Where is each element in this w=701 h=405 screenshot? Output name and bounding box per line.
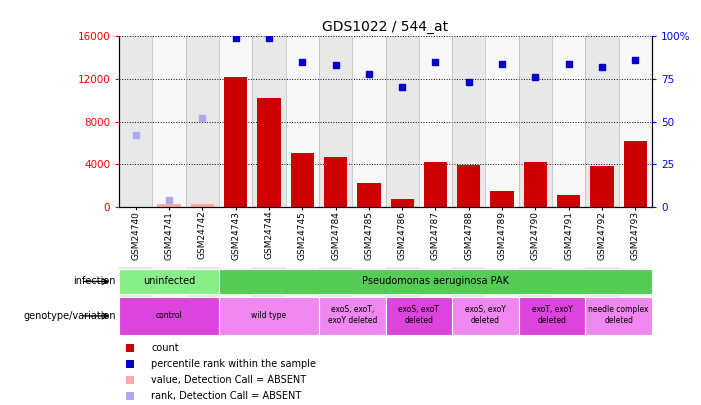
- Bar: [286, 267, 319, 296]
- Bar: [519, 297, 585, 335]
- Bar: [619, 36, 652, 207]
- Bar: [452, 36, 486, 207]
- Bar: [619, 267, 652, 296]
- Bar: [219, 296, 252, 336]
- Bar: [252, 36, 286, 207]
- Bar: [386, 297, 452, 335]
- Bar: [419, 296, 452, 336]
- Text: value, Detection Call = ABSENT: value, Detection Call = ABSENT: [151, 375, 306, 385]
- Bar: [353, 296, 386, 336]
- Bar: [186, 296, 219, 336]
- Bar: [519, 296, 552, 336]
- Bar: [619, 296, 652, 336]
- Bar: [119, 267, 153, 296]
- Bar: [624, 141, 647, 207]
- Bar: [486, 296, 519, 336]
- Bar: [419, 36, 452, 207]
- Bar: [119, 296, 153, 336]
- Bar: [219, 267, 252, 296]
- Bar: [119, 269, 219, 294]
- Bar: [552, 267, 585, 296]
- Bar: [386, 267, 419, 296]
- Bar: [457, 165, 480, 207]
- Bar: [153, 296, 186, 336]
- Bar: [319, 267, 353, 296]
- Text: Pseudomonas aeruginosa PAK: Pseudomonas aeruginosa PAK: [362, 276, 509, 286]
- Bar: [552, 296, 585, 336]
- Bar: [153, 36, 186, 207]
- Bar: [358, 183, 381, 207]
- Text: rank, Detection Call = ABSENT: rank, Detection Call = ABSENT: [151, 391, 301, 401]
- Bar: [386, 36, 419, 207]
- Bar: [324, 157, 347, 207]
- Bar: [219, 269, 652, 294]
- Bar: [590, 166, 613, 207]
- Bar: [486, 267, 519, 296]
- Bar: [219, 297, 319, 335]
- Text: uninfected: uninfected: [143, 276, 196, 286]
- Text: genotype/variation: genotype/variation: [23, 311, 116, 321]
- Text: percentile rank within the sample: percentile rank within the sample: [151, 359, 316, 369]
- Bar: [386, 296, 419, 336]
- Bar: [585, 36, 619, 207]
- Bar: [252, 267, 286, 296]
- Bar: [519, 36, 552, 207]
- Bar: [291, 153, 314, 207]
- Bar: [552, 36, 585, 207]
- Bar: [353, 267, 386, 296]
- Bar: [319, 297, 386, 335]
- Text: exoT, exoY
deleted: exoT, exoY deleted: [531, 305, 573, 325]
- Bar: [585, 296, 619, 336]
- Text: control: control: [156, 311, 182, 320]
- Title: GDS1022 / 544_at: GDS1022 / 544_at: [322, 20, 449, 34]
- Bar: [158, 205, 181, 207]
- Bar: [191, 205, 214, 207]
- Text: needle complex
deleted: needle complex deleted: [588, 305, 649, 325]
- Bar: [585, 267, 619, 296]
- Bar: [186, 36, 219, 207]
- Bar: [491, 191, 514, 207]
- Text: exoS, exoT
deleted: exoS, exoT deleted: [398, 305, 440, 325]
- Text: exoS, exoY
deleted: exoS, exoY deleted: [465, 305, 506, 325]
- Bar: [519, 267, 552, 296]
- Text: infection: infection: [73, 277, 116, 286]
- Bar: [486, 36, 519, 207]
- Bar: [153, 267, 186, 296]
- Bar: [219, 36, 252, 207]
- Bar: [186, 267, 219, 296]
- Bar: [585, 297, 652, 335]
- Bar: [286, 296, 319, 336]
- Bar: [119, 36, 153, 207]
- Bar: [452, 296, 486, 336]
- Bar: [353, 36, 386, 207]
- Bar: [224, 77, 247, 207]
- Bar: [424, 162, 447, 207]
- Bar: [419, 267, 452, 296]
- Text: exoS, exoT,
exoY deleted: exoS, exoT, exoY deleted: [327, 305, 377, 325]
- Bar: [452, 267, 486, 296]
- Text: count: count: [151, 343, 179, 353]
- Bar: [390, 199, 414, 207]
- Bar: [119, 297, 219, 335]
- Text: wild type: wild type: [252, 311, 287, 320]
- Bar: [319, 296, 353, 336]
- Bar: [286, 36, 319, 207]
- Bar: [557, 195, 580, 207]
- Bar: [257, 98, 280, 207]
- Bar: [252, 296, 286, 336]
- Bar: [319, 36, 353, 207]
- Bar: [524, 162, 547, 207]
- Bar: [452, 297, 519, 335]
